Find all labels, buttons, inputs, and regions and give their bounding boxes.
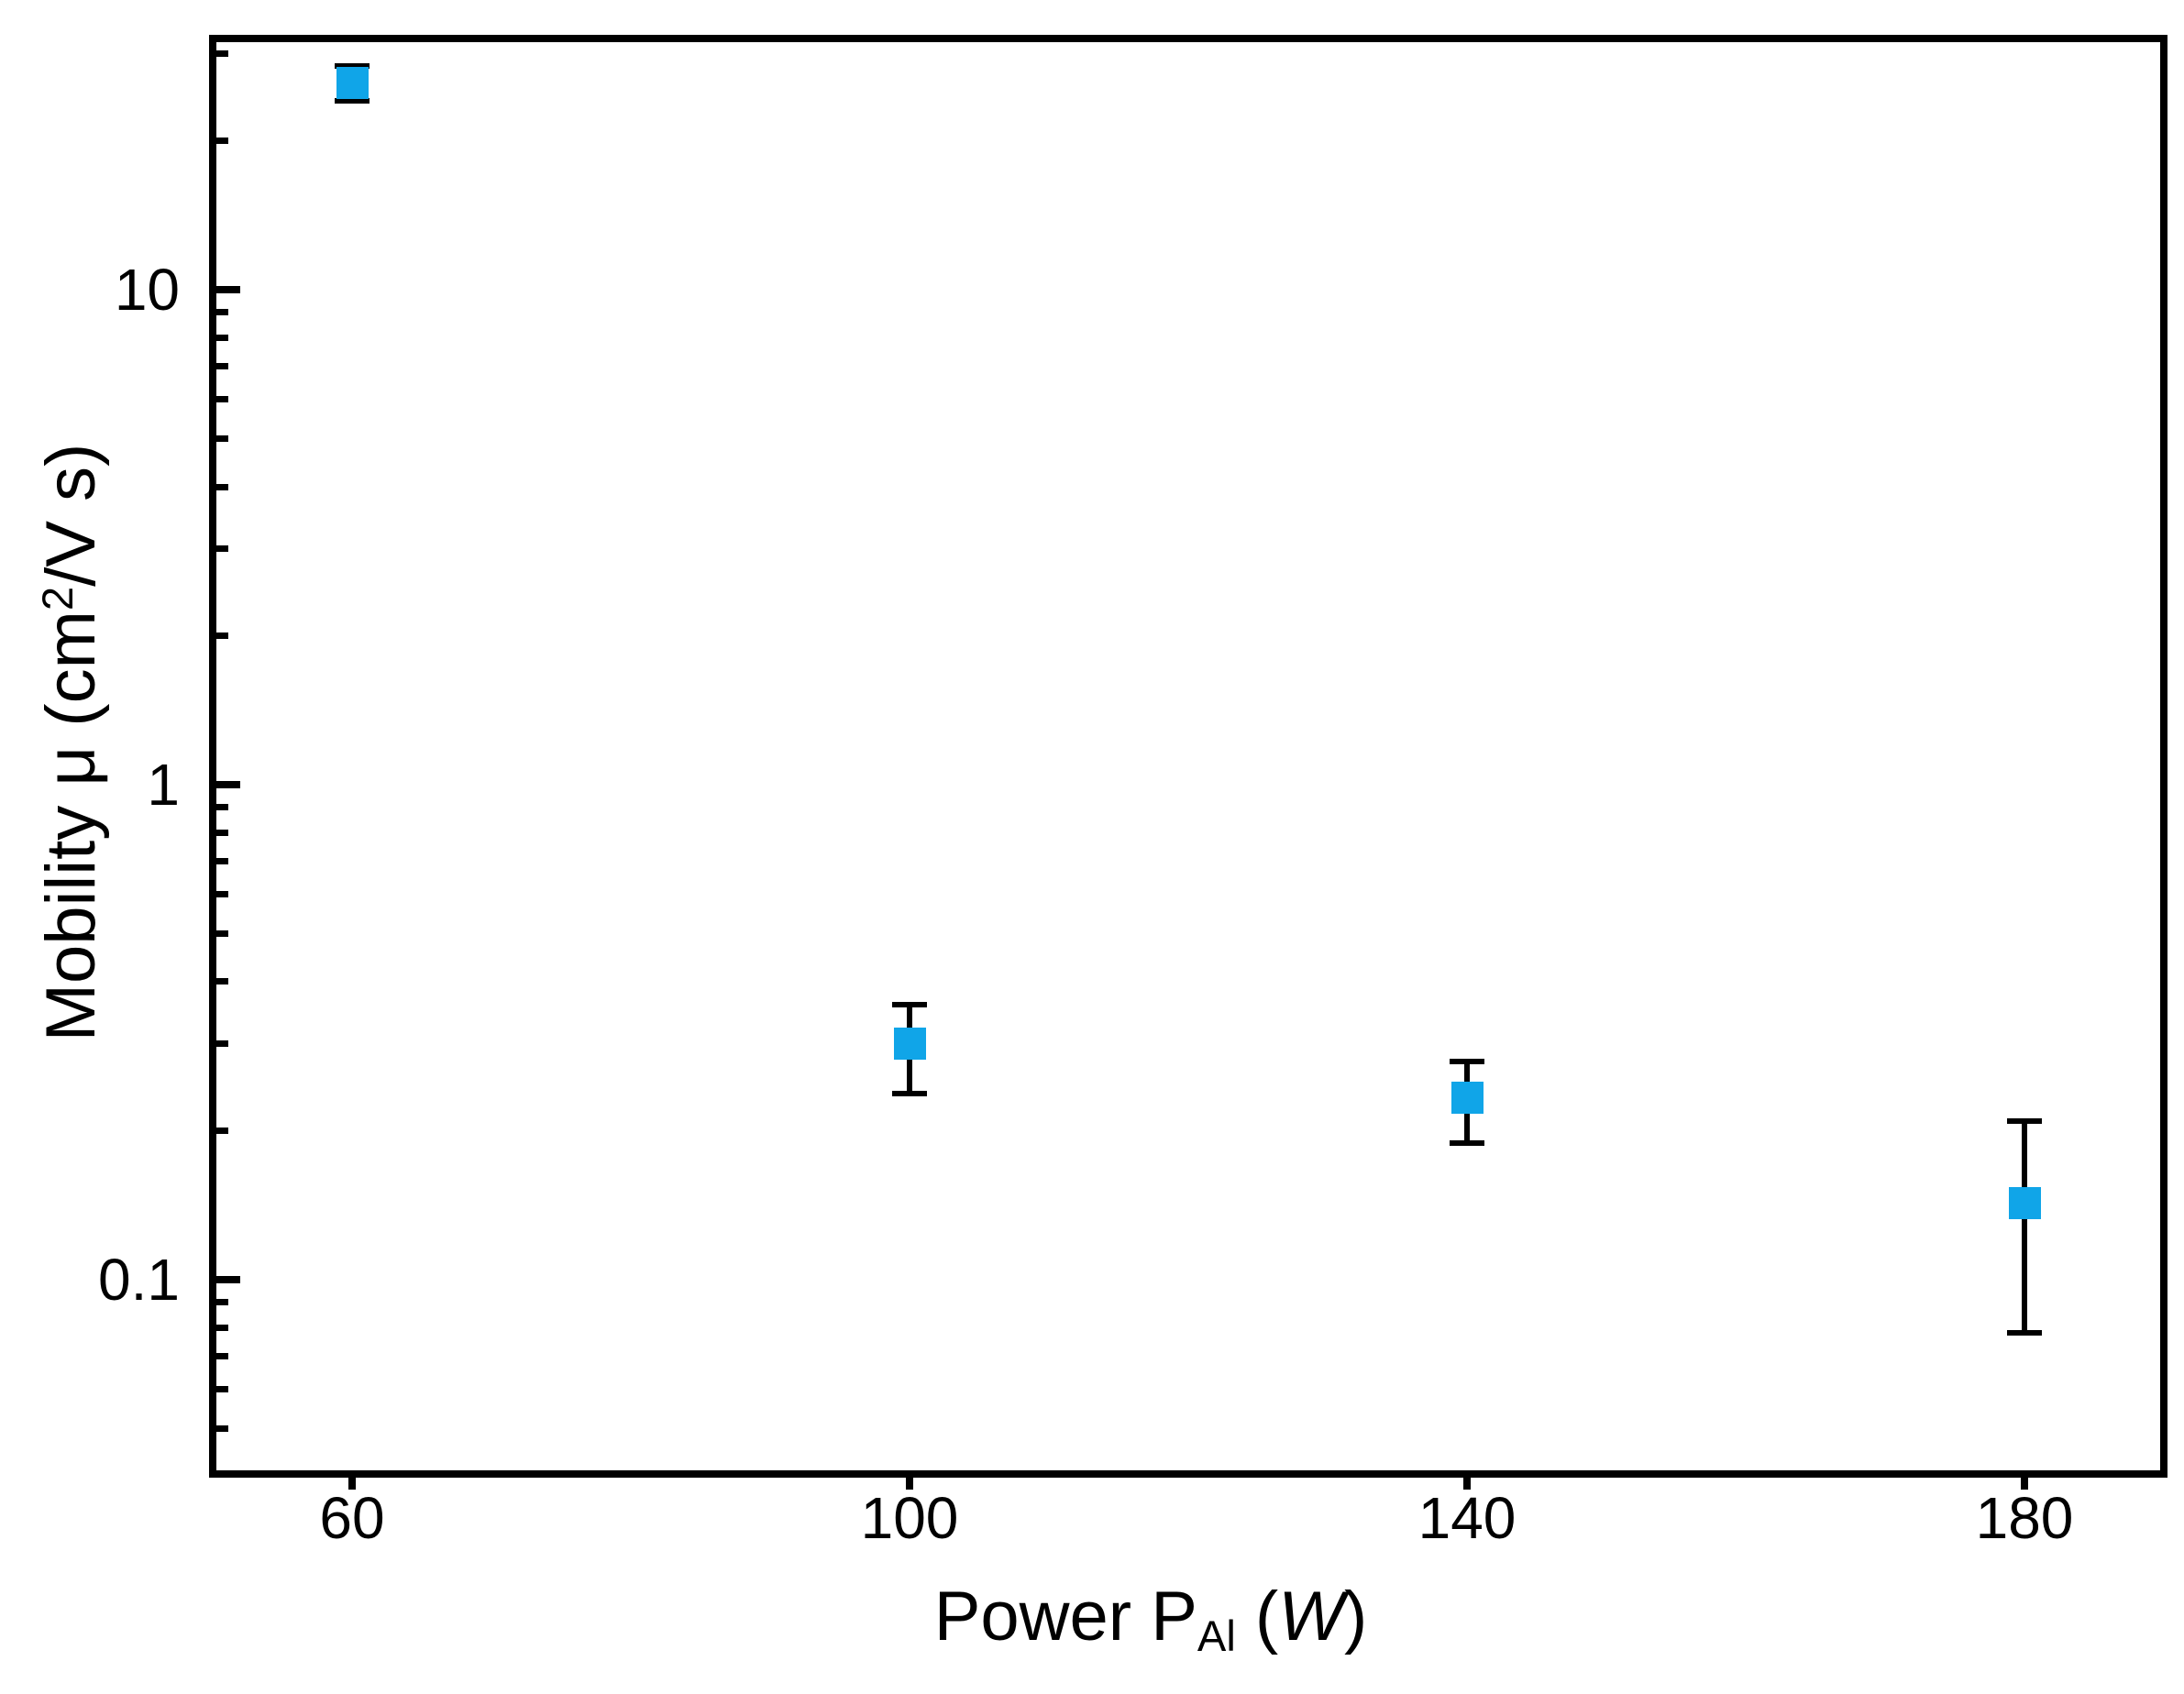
y-axis-minor-tick (216, 804, 228, 811)
data-point-marker (336, 66, 369, 99)
x-axis-tick-label: 60 (319, 1485, 385, 1551)
y-axis-title: Mobility μ (cm2/V s) (32, 444, 110, 1042)
axis-title-segment: Mobility μ (cm (32, 610, 110, 1042)
y-axis-minor-tick (216, 1299, 228, 1306)
y-axis-minor-tick (216, 396, 228, 403)
y-axis-minor-tick (216, 891, 228, 898)
y-axis-tick-label: 0.1 (98, 1247, 180, 1314)
x-axis-tick-label: 180 (1975, 1485, 2074, 1551)
y-axis-minor-tick (216, 309, 228, 316)
error-bar-cap-top (1450, 1058, 1484, 1064)
x-axis-major-tick (1463, 1478, 1471, 1490)
y-axis-major-tick (216, 1276, 240, 1284)
y-axis-minor-tick (216, 632, 228, 640)
error-bar-cap-bottom (892, 1090, 927, 1096)
y-axis-minor-tick (216, 829, 228, 836)
y-axis-minor-tick (216, 363, 228, 370)
y-axis-minor-tick (216, 335, 228, 342)
y-axis-minor-tick (216, 858, 228, 865)
axis-title-segment: W (1278, 1578, 1344, 1656)
y-axis-minor-tick (216, 978, 228, 985)
axis-title-segment: 2 (33, 586, 83, 611)
axis-title-segment: Power P (933, 1578, 1197, 1656)
y-axis-minor-tick (216, 1386, 228, 1393)
y-axis-minor-tick (216, 1425, 228, 1433)
data-point-marker (2008, 1186, 2041, 1219)
y-axis-minor-tick (216, 50, 228, 58)
error-bar-cap-bottom (1450, 1139, 1484, 1146)
y-axis-tick-label: 10 (114, 257, 180, 324)
error-bar-line (2022, 1121, 2027, 1334)
y-axis-minor-tick (216, 545, 228, 553)
data-point-marker (1450, 1082, 1484, 1115)
x-axis-title: Power PAl (W) (934, 1582, 1368, 1658)
y-axis-minor-tick (216, 138, 228, 145)
y-axis-major-tick (216, 286, 240, 294)
axis-title-segment: Al (1197, 1612, 1236, 1661)
y-axis-minor-tick (216, 435, 228, 443)
x-axis-major-tick (906, 1478, 913, 1490)
y-axis-major-tick (216, 781, 240, 789)
error-bar-cap-bottom (2007, 1330, 2042, 1336)
axis-title-segment: /V s) (32, 443, 110, 587)
plot-frame (209, 35, 2167, 1478)
error-bar-cap-top (892, 1001, 927, 1007)
x-axis-major-tick (348, 1478, 356, 1490)
y-axis-minor-tick (216, 930, 228, 938)
error-bar-cap-top (2007, 1118, 2042, 1125)
x-axis-tick-label: 140 (1417, 1485, 1517, 1551)
error-bar-cap-bottom (335, 97, 370, 104)
x-axis-tick-label: 100 (860, 1485, 959, 1551)
y-axis-minor-tick (216, 1040, 228, 1047)
axis-title-segment: ) (1343, 1578, 1368, 1656)
y-axis-minor-tick (216, 483, 228, 490)
axis-title-segment: ( (1235, 1578, 1279, 1656)
y-axis-minor-tick (216, 1324, 228, 1331)
y-axis-minor-tick (216, 1353, 228, 1360)
y-axis-minor-tick (216, 1128, 228, 1135)
y-axis-tick-label: 1 (147, 752, 180, 819)
error-bar-cap-top (335, 63, 370, 70)
x-axis-major-tick (2021, 1478, 2028, 1490)
data-point-marker (893, 1027, 926, 1060)
